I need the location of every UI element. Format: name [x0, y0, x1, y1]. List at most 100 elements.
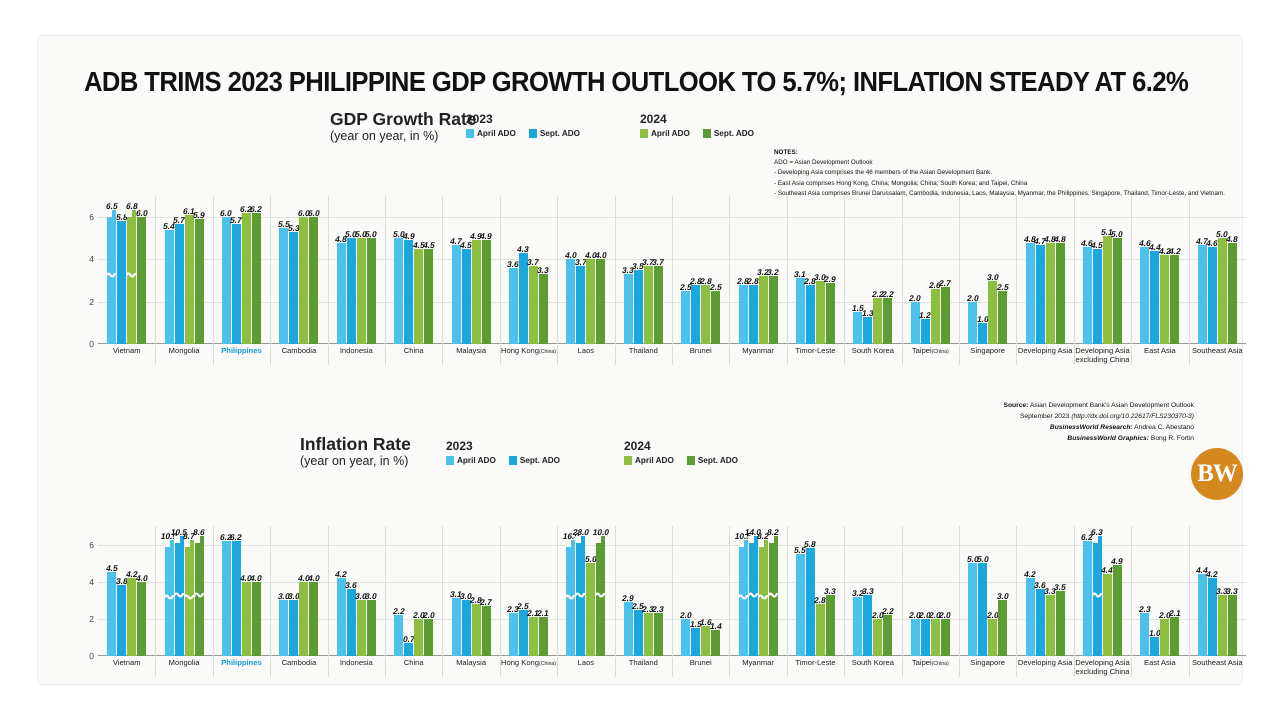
- bar[interactable]: 1.4: [709, 621, 722, 656]
- bar[interactable]: 4.6: [1081, 238, 1094, 344]
- bar[interactable]: 0.7: [402, 634, 415, 656]
- bar[interactable]: 4.2: [1023, 569, 1037, 656]
- legend-item-2023-sept-inflation[interactable]: Sept. ADO: [508, 456, 560, 465]
- bar[interactable]: 5.0: [966, 554, 979, 656]
- bar[interactable]: 6.0: [307, 208, 321, 344]
- bar[interactable]: 4.8: [1053, 234, 1067, 344]
- bar[interactable]: 4.9: [1111, 556, 1124, 656]
- bar[interactable]: 2.1: [1168, 608, 1182, 656]
- bar[interactable]: 3.7: [652, 257, 665, 344]
- bar[interactable]: 3.5: [1053, 582, 1067, 656]
- legend-item-2023-april[interactable]: April ADO: [466, 129, 516, 138]
- bar[interactable]: 3.2: [756, 267, 770, 344]
- bar[interactable]: 4.5: [459, 240, 473, 344]
- bar[interactable]: 4.8: [1023, 234, 1037, 344]
- bar[interactable]: 6.0: [220, 208, 233, 344]
- bar[interactable]: 4.5: [412, 240, 425, 344]
- legend-item-2024-sept-inflation[interactable]: Sept. ADO: [686, 456, 738, 465]
- bar[interactable]: 3.3: [1226, 586, 1239, 656]
- bar[interactable]: 5.0: [345, 229, 358, 344]
- bar[interactable]: 4.2: [1158, 246, 1172, 344]
- bar[interactable]: 28.0: [572, 527, 590, 656]
- bar[interactable]: 2.5: [996, 282, 1009, 344]
- bar[interactable]: 6.8: [125, 201, 138, 344]
- bar[interactable]: 2.5: [517, 601, 530, 656]
- bar[interactable]: 4.0: [307, 573, 321, 656]
- bar[interactable]: 3.0: [277, 591, 291, 656]
- legend-item-2024-april-inflation[interactable]: April ADO: [624, 456, 674, 465]
- bar[interactable]: 5.8: [804, 539, 817, 656]
- bar[interactable]: 5.7: [230, 215, 243, 344]
- bar[interactable]: 6.0: [297, 208, 311, 344]
- bar[interactable]: 2.0: [412, 610, 425, 656]
- bar[interactable]: 4.9: [479, 231, 493, 344]
- bar[interactable]: 2.0: [909, 293, 922, 344]
- bar[interactable]: 2.0: [929, 610, 942, 656]
- bar[interactable]: 5.1: [1101, 227, 1114, 344]
- bar[interactable]: 4.9: [469, 231, 483, 344]
- bar[interactable]: 1.2: [919, 310, 932, 344]
- bar[interactable]: 2.3: [642, 604, 655, 656]
- bar[interactable]: 3.3: [861, 586, 875, 656]
- bar[interactable]: 1.6: [699, 617, 712, 656]
- bar[interactable]: 3.2: [766, 267, 780, 344]
- bar[interactable]: 4.0: [564, 250, 578, 344]
- bar[interactable]: 4.0: [584, 250, 598, 344]
- bar[interactable]: 4.7: [449, 236, 463, 344]
- bar[interactable]: 1.5: [689, 619, 702, 656]
- bar[interactable]: 3.0: [459, 591, 473, 656]
- bar[interactable]: 5.0: [365, 229, 378, 344]
- bar[interactable]: 3.3: [537, 265, 550, 344]
- bar[interactable]: 1.3: [861, 308, 875, 344]
- bar[interactable]: 4.7: [1196, 236, 1209, 344]
- bar[interactable]: 3.0: [287, 591, 301, 656]
- bar[interactable]: 5.8: [115, 212, 128, 344]
- bar[interactable]: 5.0: [355, 229, 368, 344]
- bar[interactable]: 4.4: [1148, 242, 1162, 344]
- bar[interactable]: 6.1: [182, 206, 196, 344]
- bar[interactable]: 4.5: [422, 240, 435, 344]
- bar[interactable]: 8.7: [182, 531, 196, 656]
- bar[interactable]: 5.9: [192, 210, 206, 344]
- bar[interactable]: 6.2: [220, 532, 233, 656]
- bar[interactable]: 4.8: [1043, 234, 1057, 344]
- bar[interactable]: 3.7: [527, 257, 540, 344]
- bar[interactable]: 3.8: [115, 576, 128, 656]
- bar[interactable]: 3.7: [574, 257, 588, 344]
- bar[interactable]: 5.0: [976, 554, 989, 656]
- bar[interactable]: 4.6: [1206, 238, 1219, 344]
- bar[interactable]: 5.5: [794, 545, 807, 656]
- bar[interactable]: 2.0: [919, 610, 932, 656]
- bar[interactable]: 2.8: [699, 276, 712, 344]
- bar[interactable]: 2.0: [939, 610, 952, 656]
- bar[interactable]: 4.2: [335, 569, 348, 656]
- bar[interactable]: 3.3: [1043, 586, 1057, 656]
- bar[interactable]: 2.8: [689, 276, 702, 344]
- bar[interactable]: 2.0: [871, 610, 885, 656]
- legend-item-2023-april-inflation[interactable]: April ADO: [446, 456, 496, 465]
- bar[interactable]: 2.7: [479, 597, 493, 656]
- bar[interactable]: 5.3: [287, 223, 301, 344]
- bar[interactable]: 2.0: [422, 610, 435, 656]
- bar[interactable]: 2.8: [746, 276, 760, 344]
- bar[interactable]: 2.8: [814, 595, 827, 656]
- bar[interactable]: 8.6: [192, 527, 206, 656]
- bar[interactable]: 4.5: [105, 563, 118, 656]
- bar[interactable]: 2.3: [1138, 604, 1152, 656]
- bar[interactable]: 10.5: [170, 527, 188, 656]
- bar[interactable]: 2.1: [537, 608, 550, 656]
- bar[interactable]: 4.4: [1196, 565, 1209, 656]
- bar[interactable]: 6.0: [135, 208, 148, 344]
- bar[interactable]: 4.5: [1091, 240, 1104, 344]
- bar[interactable]: 3.0: [365, 591, 378, 656]
- bar[interactable]: 2.8: [804, 276, 817, 344]
- bar[interactable]: 5.0: [584, 554, 598, 656]
- bar[interactable]: 2.5: [709, 282, 722, 344]
- bar[interactable]: 6.2: [230, 532, 243, 656]
- bar[interactable]: 3.6: [507, 259, 520, 344]
- bar[interactable]: 8.2: [756, 531, 770, 656]
- bar[interactable]: 2.2: [871, 289, 885, 344]
- bar[interactable]: 4.3: [517, 244, 530, 344]
- bar[interactable]: 5.0: [392, 229, 405, 344]
- bar[interactable]: 2.0: [986, 610, 999, 656]
